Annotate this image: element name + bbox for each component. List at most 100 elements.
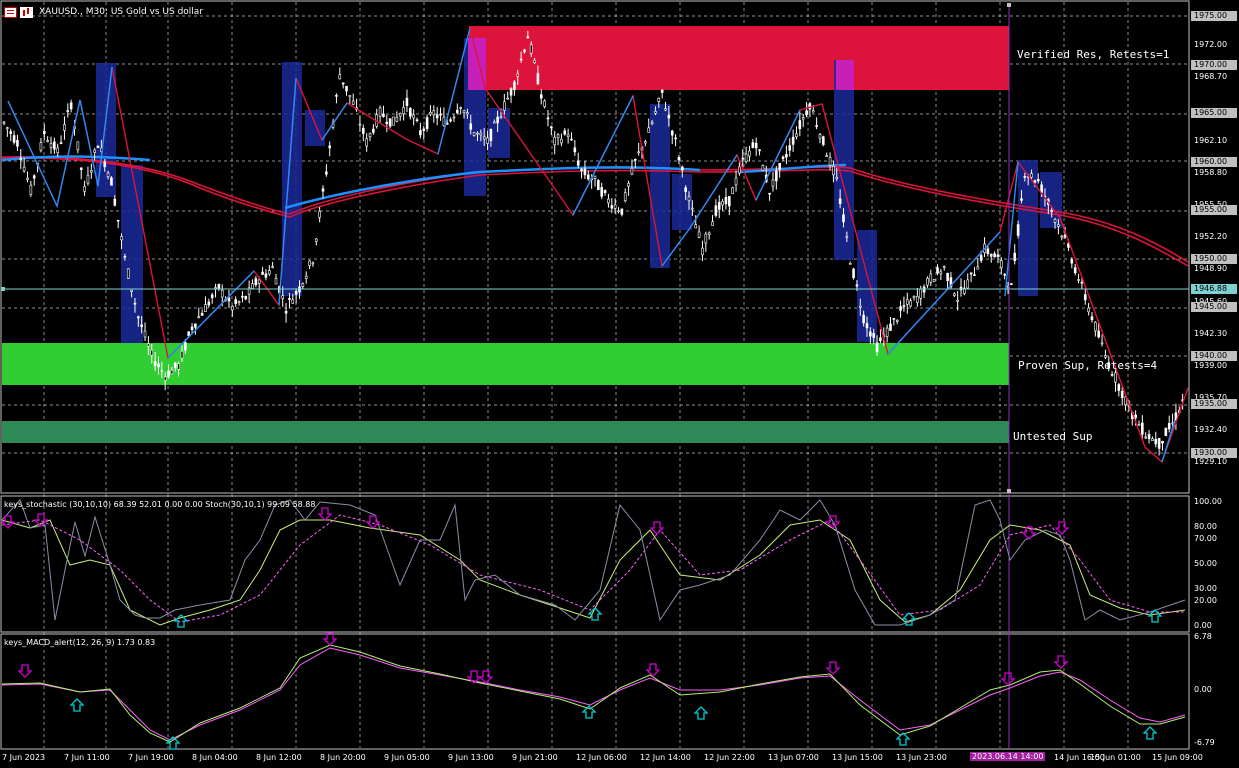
candle-body [395, 116, 399, 122]
candle-body [388, 118, 392, 127]
candle-body [12, 135, 16, 143]
candle-body [126, 268, 130, 279]
candle-body [476, 132, 479, 135]
candle-body [677, 156, 681, 161]
down-arrow-icon [0, 515, 16, 529]
candle-body [775, 170, 778, 182]
price-tick-label: 1952.20 [1194, 232, 1228, 242]
time-tick-label: 9 Jun 21:00 [512, 753, 558, 762]
candle-body [744, 153, 748, 162]
candle-body [560, 138, 563, 144]
candle-body [929, 273, 933, 283]
candle-body [1120, 391, 1124, 399]
up-arrow-icon [587, 607, 603, 621]
grid-icon[interactable] [4, 6, 17, 18]
macd-lines [1, 644, 1186, 743]
candle-body [63, 124, 66, 131]
time-tick-label: 9 Jun 13:00 [448, 753, 494, 762]
up-arrow-icon [901, 612, 917, 626]
candle-body [271, 266, 274, 268]
candle-body [1000, 260, 1003, 268]
price-tick-label: 1935.70 [1194, 392, 1228, 402]
candle-body [986, 248, 990, 255]
candle-body [855, 284, 859, 287]
candle-body [586, 174, 590, 180]
candle-body [378, 107, 382, 117]
bar-chart-icon[interactable] [20, 6, 33, 18]
candle-body [660, 89, 664, 93]
candle-body [889, 323, 892, 331]
current-price-label: 1946.88 [1191, 284, 1237, 295]
candle-body [207, 301, 211, 306]
resistance-zone[interactable] [469, 26, 1009, 90]
candle-body [392, 116, 395, 126]
price-line-handle[interactable] [1, 287, 5, 291]
candle-body [46, 140, 49, 142]
candle-body [543, 100, 546, 107]
candle-body [959, 286, 963, 291]
candle-body [338, 74, 342, 80]
candle-body [926, 277, 929, 286]
price-tick-label: 1930.00 [1191, 448, 1237, 458]
candle-body [768, 192, 771, 195]
candle-body [254, 278, 258, 286]
candle-body [231, 306, 234, 311]
candle-body [130, 289, 133, 292]
candle-body [892, 318, 896, 320]
down-arrow-icon [645, 663, 661, 677]
candle-body [368, 133, 372, 138]
candle-body [153, 361, 157, 366]
resistance-zone-label: Verified Res, Retests=1 [1017, 48, 1170, 61]
candle-body [445, 122, 449, 125]
highlight-box [836, 60, 854, 90]
cursor-handle-bottom[interactable] [1007, 489, 1011, 493]
candle-body [1010, 283, 1013, 286]
candle-body [1117, 384, 1121, 391]
candle-body [916, 296, 919, 303]
candle-body [714, 205, 718, 216]
highlight-boxes [468, 38, 854, 90]
candle-body [570, 138, 573, 141]
current-time-label: 2023.06.14 14:00 [970, 752, 1046, 761]
candle-body [852, 268, 855, 278]
candle-body [865, 323, 869, 329]
candle-body [815, 125, 818, 127]
candle-body [670, 130, 674, 136]
candle-body [667, 114, 671, 119]
candle-body [412, 114, 415, 119]
candle-body [365, 138, 368, 147]
candle-body [620, 208, 624, 215]
up-arrow-icon [581, 705, 597, 719]
candle-body [137, 316, 140, 319]
candle-body [536, 73, 540, 85]
candle-body [184, 342, 187, 351]
stoch-level-label: 50.00 [1194, 559, 1217, 568]
candle-body [905, 299, 909, 305]
candle-body [86, 174, 90, 184]
candle-body [449, 119, 452, 122]
candle-body [1087, 307, 1090, 313]
candle-body [623, 192, 627, 202]
candle-body [197, 316, 201, 318]
proven-support-zone[interactable] [2, 343, 1009, 385]
untested-support-zone[interactable] [2, 421, 1009, 443]
candle-body [949, 277, 953, 288]
candle-body [405, 97, 409, 106]
candle-body [1033, 180, 1037, 183]
candle-body [1161, 440, 1164, 444]
candle-body [754, 142, 758, 149]
vol-box [488, 108, 510, 158]
candle-body [79, 167, 83, 170]
candle-body [1167, 423, 1171, 430]
candle-body [506, 97, 509, 100]
candle-body [284, 310, 288, 314]
candle-body [173, 362, 177, 369]
candle-body [862, 314, 865, 324]
candle-body [241, 295, 244, 298]
cursor-handle-top[interactable] [1007, 3, 1011, 7]
candle-body [1097, 330, 1100, 338]
candle-body [110, 177, 113, 186]
untested-support-zone-label: Untested Sup [1013, 430, 1093, 443]
candle-body [805, 110, 808, 116]
